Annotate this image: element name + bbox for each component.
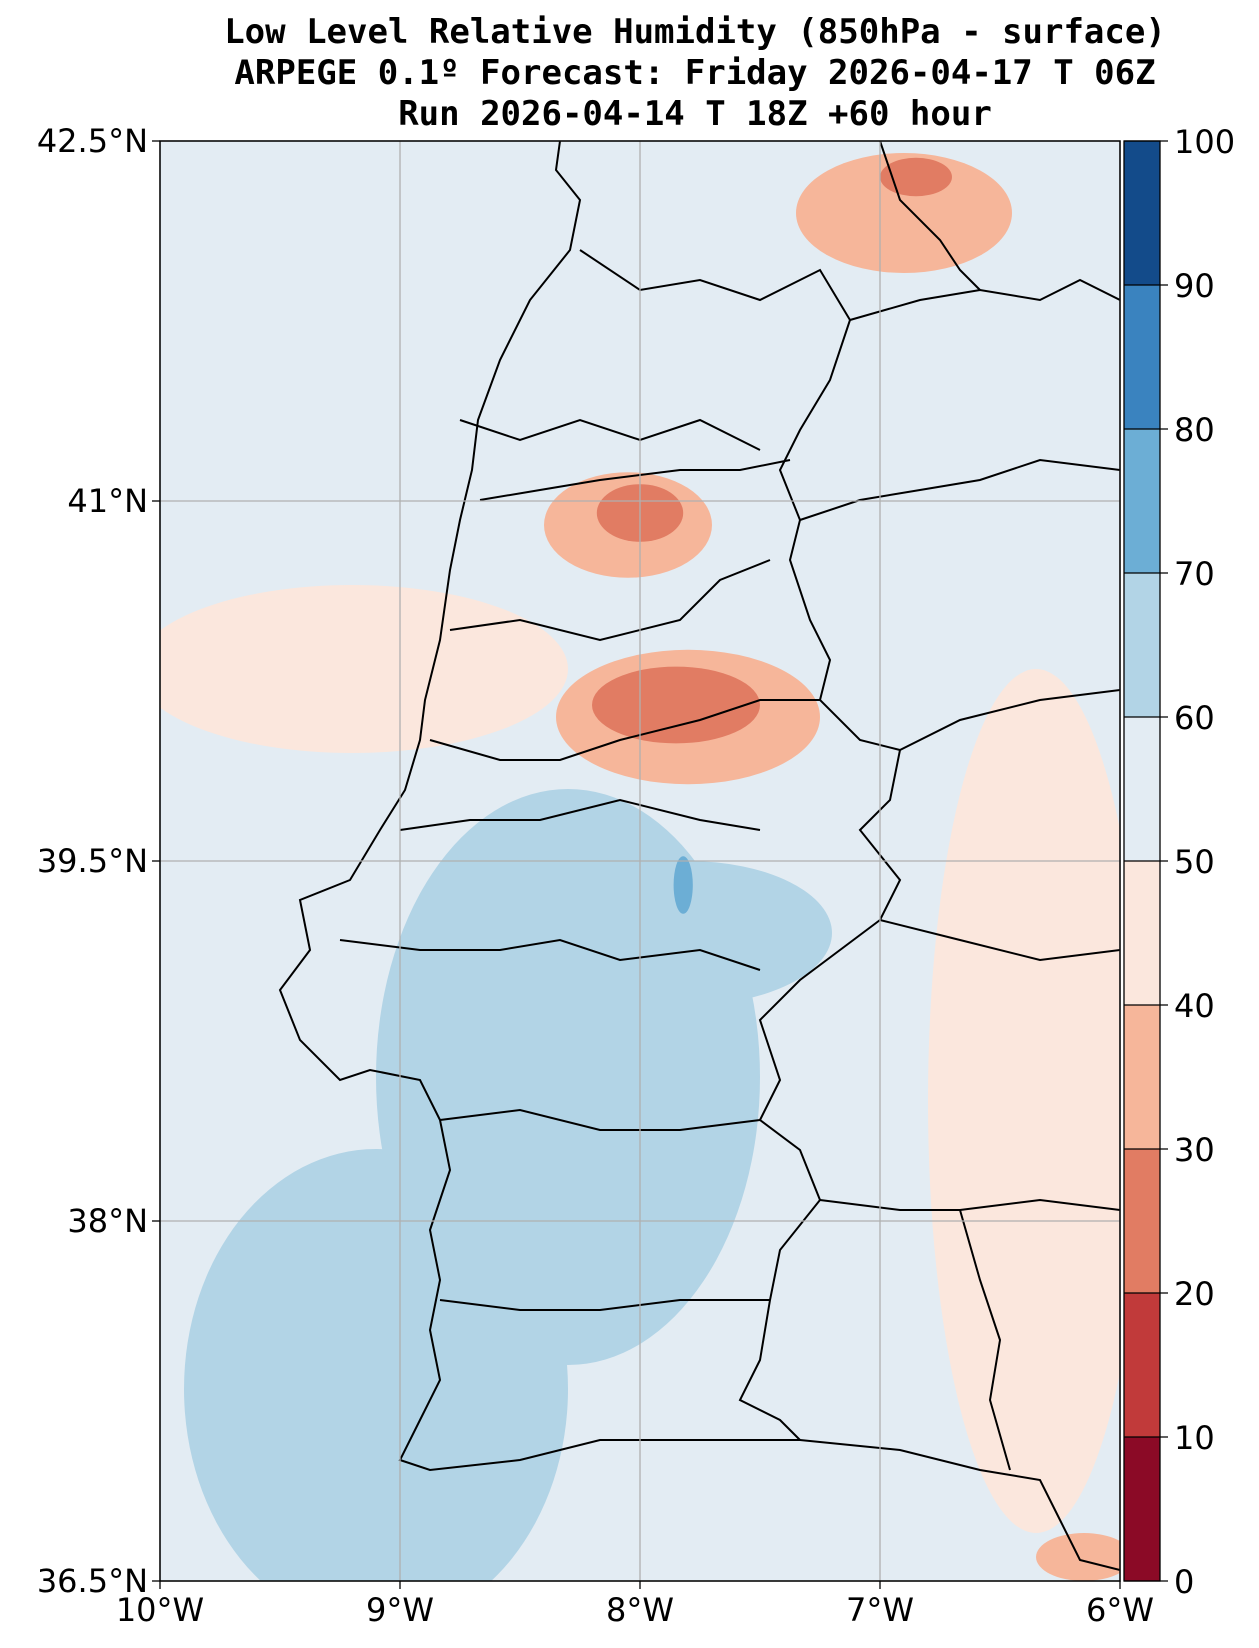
x-tick-label: 7°W <box>846 1591 914 1629</box>
x-axis-ticks: 10°W 9°W 8°W 7°W 6°W <box>116 1581 1154 1629</box>
spain-border-3 <box>899 689 1120 751</box>
colorbar-label: 30 <box>1174 1131 1215 1169</box>
colorbar-segment <box>1124 285 1160 429</box>
y-tick-label: 42.5°N <box>37 122 148 160</box>
region-north-ne-core <box>880 157 952 197</box>
colorbar-label: 70 <box>1174 555 1215 593</box>
region-serra-estrela-core <box>592 666 760 744</box>
district-border-4 <box>429 699 820 761</box>
title-line-1: Low Level Relative Humidity (850hPa - su… <box>224 12 1166 52</box>
colorbar-segment <box>1124 573 1160 717</box>
colorbar-label: 100 <box>1174 123 1235 161</box>
x-tick-label: 8°W <box>606 1591 674 1629</box>
coastline <box>278 141 1120 1571</box>
spain-border-1 <box>849 278 1120 321</box>
spain-border-4 <box>879 919 1120 962</box>
colorbar-label: 60 <box>1174 699 1215 737</box>
colorbar-segment <box>1124 1149 1160 1293</box>
colorbar-label: 10 <box>1174 1419 1215 1457</box>
region-southern-edge <box>1036 1533 1120 1581</box>
colorbar-label: 90 <box>1174 267 1215 305</box>
district-border-6 <box>339 938 761 971</box>
border-portugal-spain <box>579 249 902 1441</box>
colorbar-segment <box>1124 141 1160 285</box>
district-border-7 <box>439 1108 761 1131</box>
district-border-1 <box>459 418 761 451</box>
district-border-5 <box>399 798 761 831</box>
colorbar-segment <box>1124 717 1160 861</box>
region-central-streak <box>673 856 693 914</box>
x-tick-label: 9°W <box>366 1591 434 1629</box>
colorbar-label: 40 <box>1174 987 1215 1025</box>
y-tick-label: 41°N <box>67 482 148 520</box>
colorbar-segment <box>1124 429 1160 573</box>
colorbar-label: 50 <box>1174 843 1215 881</box>
spain-border-6 <box>959 1209 1011 1471</box>
region-north-ne <box>796 153 1012 273</box>
colorbar-segment <box>1124 1293 1160 1437</box>
colorbar-segment <box>1124 1437 1160 1581</box>
y-tick-label: 36.5°N <box>37 1562 148 1600</box>
colorbar-label: 0 <box>1174 1563 1194 1601</box>
spain-border-7 <box>879 141 981 291</box>
colorbar: 0 10 20 30 40 50 60 70 80 90 100 <box>1123 123 1235 1601</box>
colorbar-segment <box>1124 861 1160 1005</box>
region-southeast-spain <box>928 669 1120 1533</box>
region-coastal-band <box>160 585 568 753</box>
y-tick-label: 39.5°N <box>37 842 148 880</box>
x-tick-label: 10°W <box>116 1591 204 1629</box>
colorbar-label: 20 <box>1174 1275 1215 1313</box>
colorbar-label: 80 <box>1174 411 1215 449</box>
colorbar-segment <box>1124 1005 1160 1149</box>
y-tick-label: 38°N <box>67 1202 148 1240</box>
title-line-3: Run 2026-04-14 T 18Z +60 hour <box>398 94 992 134</box>
district-border-8 <box>439 1299 770 1311</box>
x-tick-label: 6°W <box>1086 1591 1154 1629</box>
title-line-2: ARPEGE 0.1º Forecast: Friday 2026-04-17 … <box>234 53 1156 93</box>
y-axis-ticks: 36.5°N 38°N 39.5°N 41°N 42.5°N <box>37 122 160 1600</box>
gridlines <box>159 140 1121 1582</box>
spain-border-2 <box>799 458 1120 521</box>
